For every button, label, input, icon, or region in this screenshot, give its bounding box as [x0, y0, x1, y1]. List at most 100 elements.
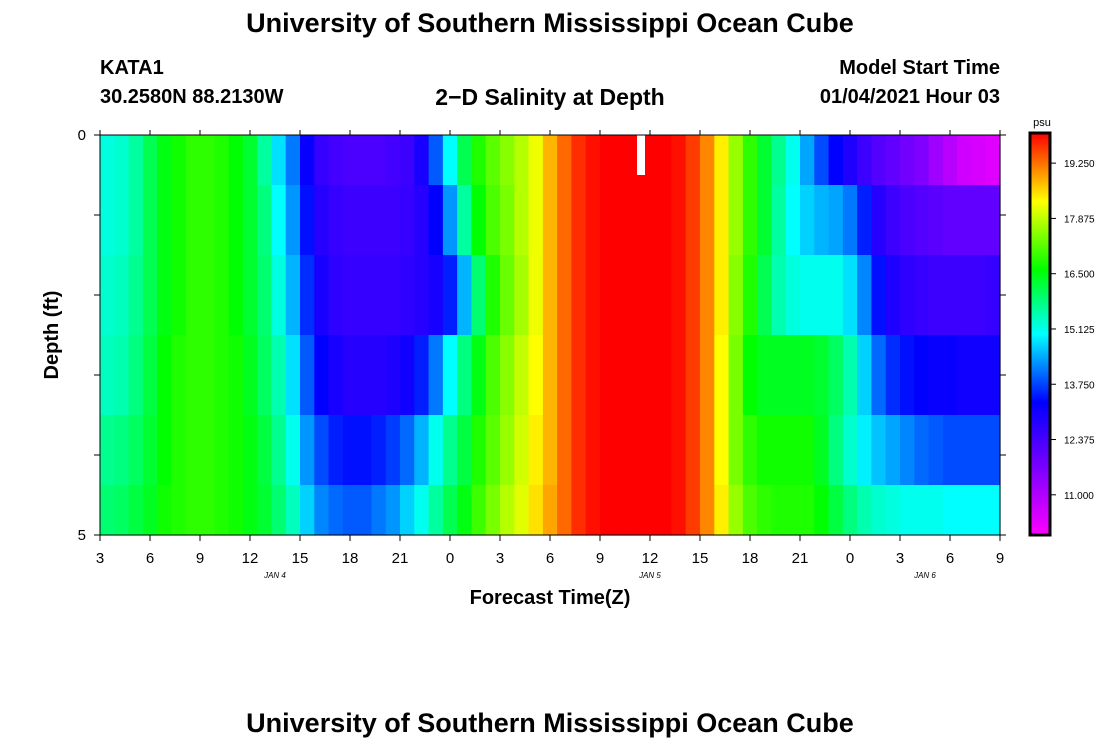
heatmap-cell — [200, 135, 215, 186]
heatmap-cell — [942, 415, 958, 486]
x-tick-label: 6 — [946, 550, 954, 567]
x-tick-label: 15 — [692, 550, 709, 567]
heatmap-cell — [600, 485, 615, 536]
heatmap-cell — [614, 135, 630, 186]
heatmap-cell — [314, 255, 330, 336]
heatmap-cell — [471, 415, 487, 486]
heatmap-cell — [742, 485, 758, 536]
heatmap-cell — [914, 135, 930, 186]
heatmap-cell — [900, 135, 915, 186]
heatmap-cell — [271, 335, 287, 416]
heatmap-cell — [557, 135, 573, 186]
heatmap-cell — [600, 135, 615, 186]
heatmap-cell — [985, 135, 1001, 186]
heatmap-cell — [771, 485, 787, 536]
colorbar-tick-label: 13.750 — [1064, 380, 1095, 391]
colorbar-tick-label: 11.000 — [1064, 491, 1094, 502]
heatmap-cell — [300, 485, 315, 536]
heatmap-cell — [371, 415, 387, 486]
heatmap-cell — [485, 335, 501, 416]
heatmap-cell — [642, 335, 658, 416]
heatmap-cell — [342, 335, 358, 416]
heatmap-cell — [400, 255, 415, 336]
heatmap-cell — [771, 135, 787, 186]
heatmap-cell — [757, 335, 773, 416]
heatmap-cell — [914, 485, 930, 536]
heatmap-cell — [800, 135, 815, 186]
heatmap-cell — [885, 485, 901, 536]
x-tick-label: 9 — [596, 550, 604, 567]
heatmap-cell — [900, 255, 915, 336]
heatmap-cell — [900, 185, 915, 256]
heatmap-cell — [400, 135, 415, 186]
heatmap-cell — [100, 255, 115, 336]
heatmap-cell — [271, 255, 287, 336]
heatmap-cell — [557, 415, 573, 486]
heatmap-cell — [357, 485, 373, 536]
heatmap-cell — [328, 485, 344, 536]
heatmap-cell — [800, 185, 815, 256]
heatmap-cell — [585, 485, 601, 536]
heatmap-cell — [557, 335, 573, 416]
heatmap-cell — [614, 335, 630, 416]
heatmap-cell — [871, 135, 887, 186]
heatmap-cell — [671, 335, 687, 416]
heatmap-cell — [900, 485, 915, 536]
heatmap-cell — [128, 255, 144, 336]
heatmap-cell — [271, 485, 287, 536]
x-axis: 3 6 9 12 15 18 21 0 3 6 9 12 15 18 21 0 3 6 9 JAN 4 JAN 5 JAN… — [96, 130, 1004, 580]
heatmap-cell — [828, 335, 844, 416]
heatmap-cell — [428, 335, 444, 416]
heatmap-cell — [228, 255, 244, 336]
heatmap-cell — [657, 415, 673, 486]
heatmap-cell — [457, 335, 473, 416]
heatmap-cell — [700, 185, 715, 256]
heatmap-cell — [785, 335, 801, 416]
heatmap-cell — [528, 335, 544, 416]
heatmap-cell — [457, 485, 473, 536]
heatmap-cell — [500, 255, 515, 336]
page-title: University of Southern Mississippi Ocean… — [246, 8, 854, 38]
heatmap-cell — [685, 255, 701, 336]
heatmap-cell — [171, 185, 187, 256]
heatmap-cell — [385, 255, 401, 336]
y-axis-label: Depth (ft) — [41, 291, 63, 380]
heatmap-cell — [557, 255, 573, 336]
heatmap-cell — [314, 135, 330, 186]
heatmap-cell — [542, 335, 558, 416]
heatmap-cell — [700, 255, 715, 336]
heatmap-cell — [414, 335, 430, 416]
heatmap-cell — [857, 485, 873, 536]
heatmap-cell — [514, 255, 530, 336]
heatmap-cell — [600, 255, 615, 336]
heatmap-cell — [171, 255, 187, 336]
x-tick-label: 12 — [242, 550, 259, 567]
heatmap-cell — [657, 485, 673, 536]
heatmap-cell — [500, 185, 515, 256]
heatmap-cell — [100, 185, 115, 256]
colorbar-tick-label: 15.125 — [1064, 325, 1095, 336]
heatmap-cell — [842, 415, 858, 486]
heatmap-cell — [771, 415, 787, 486]
heatmap-cell — [828, 185, 844, 256]
heatmap-cell — [114, 255, 130, 336]
heatmap-cell — [871, 185, 887, 256]
colorbar-tick-label: 17.875 — [1064, 214, 1095, 225]
heatmap-cell — [528, 485, 544, 536]
heatmap-cell — [228, 135, 244, 186]
heatmap-cell — [371, 185, 387, 256]
heatmap-cell — [557, 485, 573, 536]
heatmap-cell — [828, 415, 844, 486]
heatmap-cell — [100, 415, 115, 486]
heatmap-cell — [142, 415, 158, 486]
heatmap-cell — [342, 415, 358, 486]
heatmap-cell — [500, 415, 515, 486]
heatmap-cell — [514, 335, 530, 416]
heatmap-cell — [985, 255, 1001, 336]
heatmap-cell — [571, 255, 587, 336]
heatmap-cell — [728, 415, 744, 486]
colorbar-ticks: 19.250 17.875 16.500 15.125 13.750 12.375 11.0… — [1050, 159, 1095, 502]
footer-title: University of Southern Mississippi Ocean… — [246, 708, 854, 738]
heatmap-cell — [400, 185, 415, 256]
model-start-time: 01/04/2021 Hour 03 — [819, 86, 1000, 108]
